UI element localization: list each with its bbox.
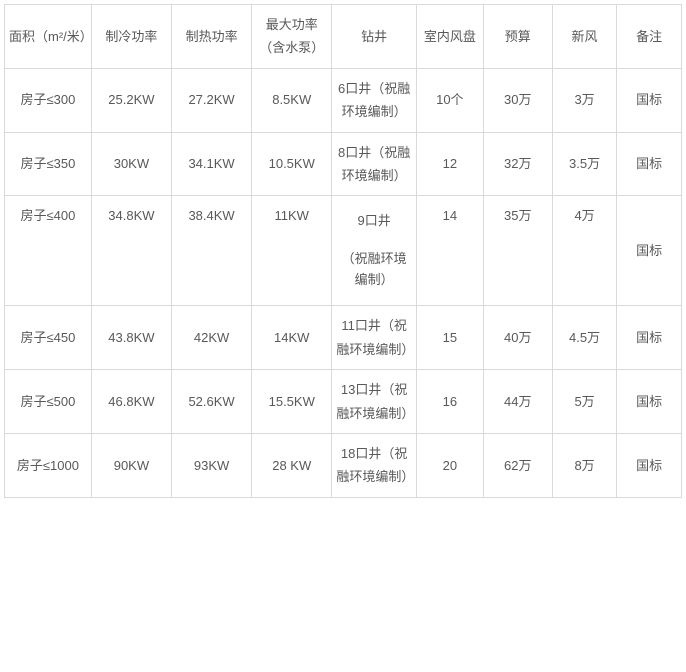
cell-area: 房子≤400 bbox=[5, 196, 92, 306]
cell-budget: 44万 bbox=[483, 370, 552, 434]
cell-heating: 27.2KW bbox=[172, 68, 252, 132]
cell-drilling: 6口井（祝融环境编制） bbox=[332, 68, 417, 132]
cell-drilling: 11口井（祝融环境编制） bbox=[332, 306, 417, 370]
cell-heating: 93KW bbox=[172, 433, 252, 497]
cell-cooling: 25.2KW bbox=[91, 68, 171, 132]
header-drilling: 钻井 bbox=[332, 5, 417, 69]
cell-area: 房子≤500 bbox=[5, 370, 92, 434]
spec-table: 面积（m²/米） 制冷功率 制热功率 最大功率（含水泵） 钻井 室内风盘 预算 … bbox=[4, 4, 682, 498]
cell-area: 房子≤350 bbox=[5, 132, 92, 196]
table-row: 房子≤1000 90KW 93KW 28 KW 18口井（祝融环境编制） 20 … bbox=[5, 433, 682, 497]
cell-freshair: 5万 bbox=[552, 370, 617, 434]
cell-budget: 32万 bbox=[483, 132, 552, 196]
table-row: 房子≤300 25.2KW 27.2KW 8.5KW 6口井（祝融环境编制） 1… bbox=[5, 68, 682, 132]
cell-cooling: 30KW bbox=[91, 132, 171, 196]
header-area: 面积（m²/米） bbox=[5, 5, 92, 69]
header-budget: 预算 bbox=[483, 5, 552, 69]
cell-indoor: 10个 bbox=[416, 68, 483, 132]
table-row: 房子≤350 30KW 34.1KW 10.5KW 8口井（祝融环境编制） 12… bbox=[5, 132, 682, 196]
cell-drilling: 13口井（祝融环境编制） bbox=[332, 370, 417, 434]
cell-indoor: 15 bbox=[416, 306, 483, 370]
cell-remark: 国标 bbox=[617, 196, 682, 306]
cell-area: 房子≤300 bbox=[5, 68, 92, 132]
cell-budget: 35万 bbox=[483, 196, 552, 306]
cell-freshair: 4万 bbox=[552, 196, 617, 306]
cell-indoor: 12 bbox=[416, 132, 483, 196]
cell-remark: 国标 bbox=[617, 306, 682, 370]
header-remark: 备注 bbox=[617, 5, 682, 69]
cell-freshair: 4.5万 bbox=[552, 306, 617, 370]
cell-drilling: 9口井 （祝融环境编制） bbox=[332, 196, 417, 306]
drill-top: 9口井 bbox=[358, 213, 391, 228]
cell-freshair: 3万 bbox=[552, 68, 617, 132]
drill-bottom: （祝融环境编制） bbox=[342, 251, 407, 287]
cell-freshair: 8万 bbox=[552, 433, 617, 497]
cell-drilling: 8口井（祝融环境编制） bbox=[332, 132, 417, 196]
header-maxpower: 最大功率（含水泵） bbox=[252, 5, 332, 69]
cell-area: 房子≤450 bbox=[5, 306, 92, 370]
cell-maxpower: 10.5KW bbox=[252, 132, 332, 196]
cell-indoor: 20 bbox=[416, 433, 483, 497]
cell-indoor: 16 bbox=[416, 370, 483, 434]
cell-indoor: 14 bbox=[416, 196, 483, 306]
cell-budget: 62万 bbox=[483, 433, 552, 497]
cell-remark: 国标 bbox=[617, 370, 682, 434]
cell-cooling: 34.8KW bbox=[91, 196, 171, 306]
cell-maxpower: 8.5KW bbox=[252, 68, 332, 132]
table-row: 房子≤450 43.8KW 42KW 14KW 11口井（祝融环境编制） 15 … bbox=[5, 306, 682, 370]
cell-drilling: 18口井（祝融环境编制） bbox=[332, 433, 417, 497]
cell-budget: 30万 bbox=[483, 68, 552, 132]
cell-heating: 42KW bbox=[172, 306, 252, 370]
header-cooling: 制冷功率 bbox=[91, 5, 171, 69]
cell-cooling: 46.8KW bbox=[91, 370, 171, 434]
table-row: 房子≤500 46.8KW 52.6KW 15.5KW 13口井（祝融环境编制）… bbox=[5, 370, 682, 434]
header-freshair: 新风 bbox=[552, 5, 617, 69]
header-heating: 制热功率 bbox=[172, 5, 252, 69]
table-row: 房子≤400 34.8KW 38.4KW 11KW 9口井 （祝融环境编制） 1… bbox=[5, 196, 682, 306]
cell-area: 房子≤1000 bbox=[5, 433, 92, 497]
header-row: 面积（m²/米） 制冷功率 制热功率 最大功率（含水泵） 钻井 室内风盘 预算 … bbox=[5, 5, 682, 69]
cell-heating: 52.6KW bbox=[172, 370, 252, 434]
cell-remark: 国标 bbox=[617, 132, 682, 196]
cell-maxpower: 14KW bbox=[252, 306, 332, 370]
cell-remark: 国标 bbox=[617, 68, 682, 132]
cell-maxpower: 11KW bbox=[252, 196, 332, 306]
cell-heating: 38.4KW bbox=[172, 196, 252, 306]
cell-heating: 34.1KW bbox=[172, 132, 252, 196]
header-indoor: 室内风盘 bbox=[416, 5, 483, 69]
cell-remark: 国标 bbox=[617, 433, 682, 497]
cell-cooling: 90KW bbox=[91, 433, 171, 497]
cell-budget: 40万 bbox=[483, 306, 552, 370]
cell-maxpower: 15.5KW bbox=[252, 370, 332, 434]
cell-freshair: 3.5万 bbox=[552, 132, 617, 196]
cell-maxpower: 28 KW bbox=[252, 433, 332, 497]
cell-cooling: 43.8KW bbox=[91, 306, 171, 370]
